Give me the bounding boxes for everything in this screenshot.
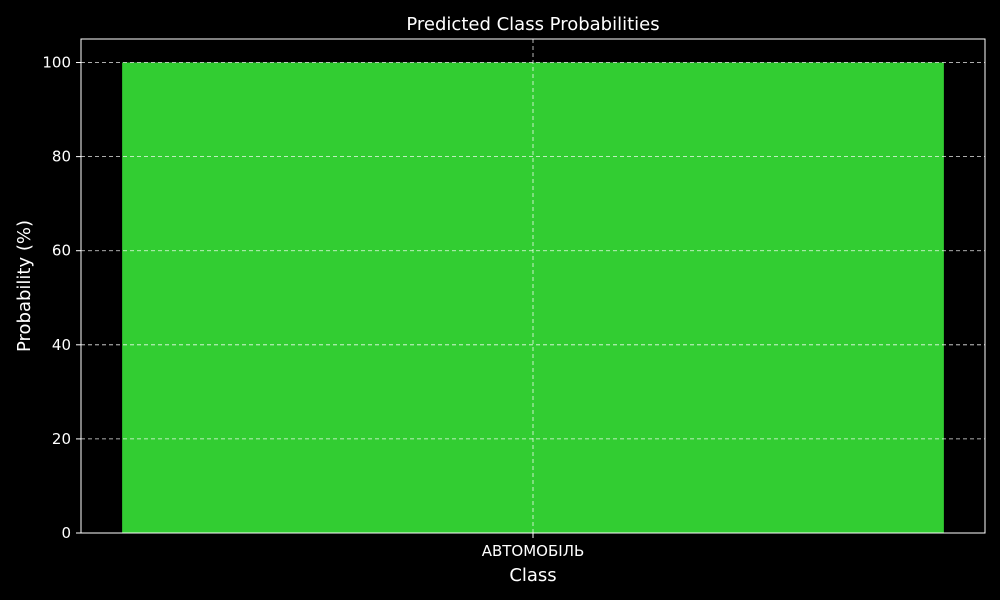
- y-tick-label: 0: [61, 524, 71, 542]
- x-tick-label: АВТОМОБІЛЬ: [482, 542, 585, 560]
- tick-layer: 0 20 40 60 80 100 АВТОМОБІЛЬ: [42, 54, 584, 560]
- y-tick-label: 20: [52, 430, 71, 448]
- y-tick-label: 100: [42, 54, 71, 72]
- y-tick-label: 80: [52, 148, 71, 166]
- y-tick-label: 40: [52, 336, 71, 354]
- grid-layer: [81, 39, 985, 533]
- y-tick-label: 60: [52, 242, 71, 260]
- y-axis-label: Probability (%): [14, 220, 35, 352]
- x-axis-label: Class: [509, 565, 556, 586]
- chart-title: Predicted Class Probabilities: [406, 14, 659, 35]
